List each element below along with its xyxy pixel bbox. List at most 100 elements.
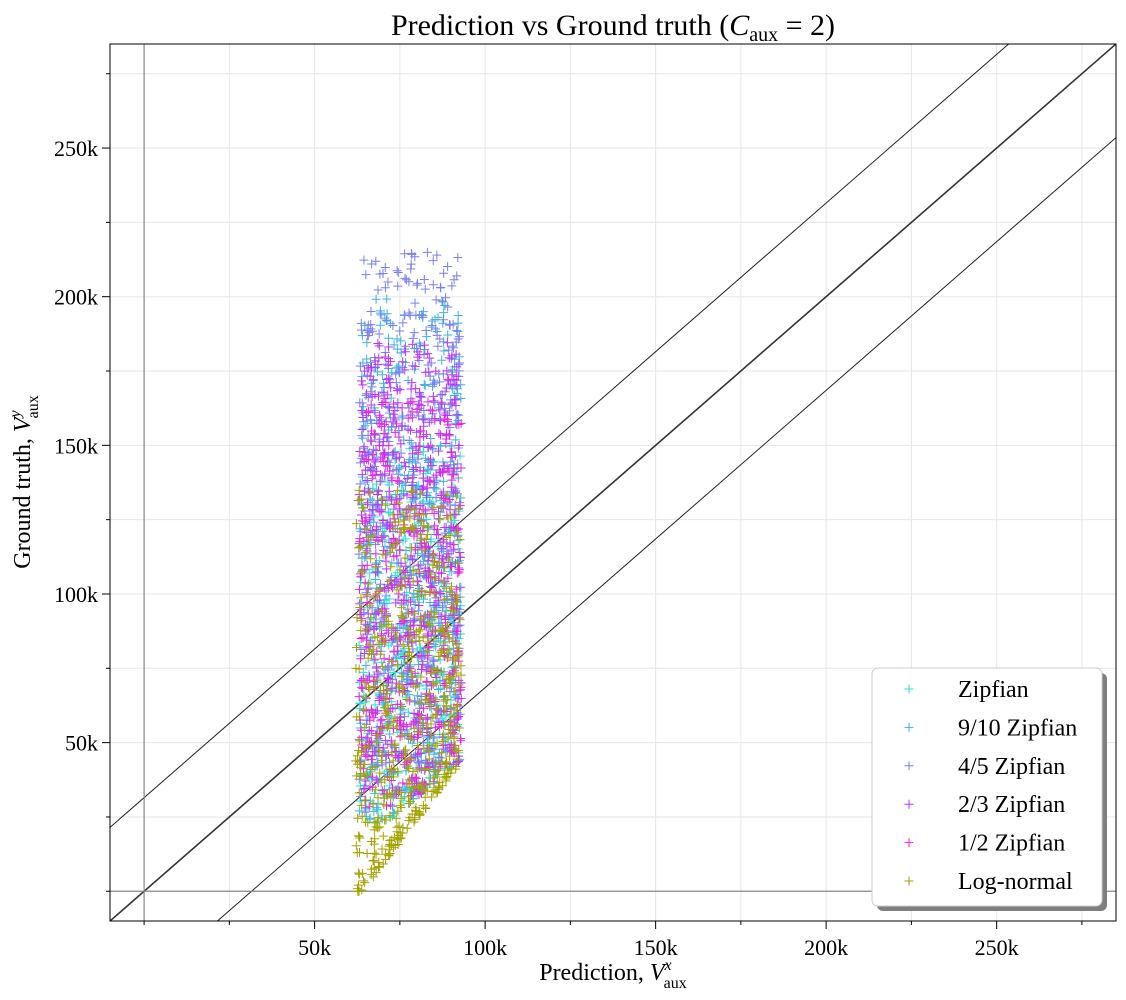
data-point: [369, 806, 379, 816]
data-point: [376, 579, 386, 589]
data-point: [442, 383, 452, 393]
data-point: [392, 476, 402, 486]
data-point: [375, 506, 385, 516]
data-point: [375, 306, 385, 316]
y-tick-label: 150k: [54, 433, 98, 458]
data-point: [422, 695, 432, 705]
data-point: [441, 776, 451, 786]
data-point: [403, 608, 413, 618]
data-point: [360, 548, 370, 558]
data-point: [434, 446, 444, 456]
data-point: [393, 768, 403, 778]
data-point: [438, 457, 448, 467]
data-point: [408, 464, 418, 474]
data-point: [415, 489, 425, 499]
data-point: [352, 613, 362, 623]
data-point: [371, 609, 381, 619]
y-tick-label: 200k: [54, 285, 98, 310]
data-point: [393, 498, 403, 508]
data-point: [434, 765, 444, 775]
data-point: [403, 707, 413, 717]
data-point: [368, 799, 378, 809]
data-point: [420, 694, 430, 704]
data-point: [392, 386, 402, 396]
data-point: [446, 768, 456, 778]
data-point: [447, 341, 457, 351]
data-point: [400, 567, 410, 577]
data-point: [366, 736, 376, 746]
data-point: [355, 762, 365, 772]
data-point: [369, 512, 379, 522]
data-point: [356, 605, 366, 615]
data-point: [407, 653, 417, 663]
data-point: [429, 777, 439, 787]
data-point: [365, 601, 375, 611]
data-point: [371, 294, 381, 304]
data-point: [404, 730, 414, 740]
data-point: [450, 662, 460, 672]
data-point: [454, 419, 464, 429]
data-point: [432, 562, 442, 572]
data-point: [355, 542, 365, 552]
data-point: [362, 694, 372, 704]
data-point: [365, 617, 375, 627]
data-point: [363, 407, 373, 417]
data-point: [361, 408, 371, 418]
data-point: [382, 611, 392, 621]
data-point: [400, 524, 410, 534]
data-point: [355, 398, 365, 408]
data-point: [389, 499, 399, 509]
data-point: [359, 704, 369, 714]
data-point: [388, 741, 398, 751]
data-point: [421, 490, 431, 500]
data-point: [404, 277, 414, 287]
data-point: [362, 546, 372, 556]
data-point: [381, 315, 391, 325]
data-point: [441, 701, 451, 711]
data-point: [387, 635, 397, 645]
data-point: [428, 655, 438, 665]
data-point: [363, 653, 373, 663]
data-point: [456, 693, 466, 703]
data-point: [413, 586, 423, 596]
data-point: [453, 473, 463, 483]
data-point: [414, 441, 424, 451]
data-point: [385, 836, 395, 846]
data-point: [420, 380, 430, 390]
data-point: [418, 413, 428, 423]
data-point: [423, 499, 433, 509]
data-point: [411, 627, 421, 637]
data-point: [352, 712, 362, 722]
data-point: [455, 535, 465, 545]
data-point: [416, 401, 426, 411]
data-point: [389, 447, 399, 457]
data-point: [397, 421, 407, 431]
data-point: [413, 744, 423, 754]
data-point: [366, 435, 376, 445]
data-point: [371, 522, 381, 532]
data-point: [456, 418, 466, 428]
data-point: [365, 463, 375, 473]
data-point: [452, 325, 462, 335]
data-point: [410, 600, 420, 610]
data-point: [422, 483, 432, 493]
data-point: [383, 507, 393, 517]
data-point: [432, 525, 442, 535]
data-point: [380, 394, 390, 404]
data-point: [404, 690, 414, 700]
data-point: [384, 333, 394, 343]
data-point: [415, 809, 425, 819]
data-point: [413, 740, 423, 750]
data-point: [432, 772, 442, 782]
data-point: [423, 555, 433, 565]
data-point: [437, 399, 447, 409]
data-point: [366, 613, 376, 623]
chart-title: Prediction vs Ground truth (Caux = 2): [391, 9, 835, 46]
data-point: [386, 800, 396, 810]
data-point: [359, 423, 369, 433]
data-point: [422, 722, 432, 732]
data-point: [362, 635, 372, 645]
data-point: [413, 510, 423, 520]
data-point: [394, 589, 404, 599]
data-point: [451, 491, 461, 501]
